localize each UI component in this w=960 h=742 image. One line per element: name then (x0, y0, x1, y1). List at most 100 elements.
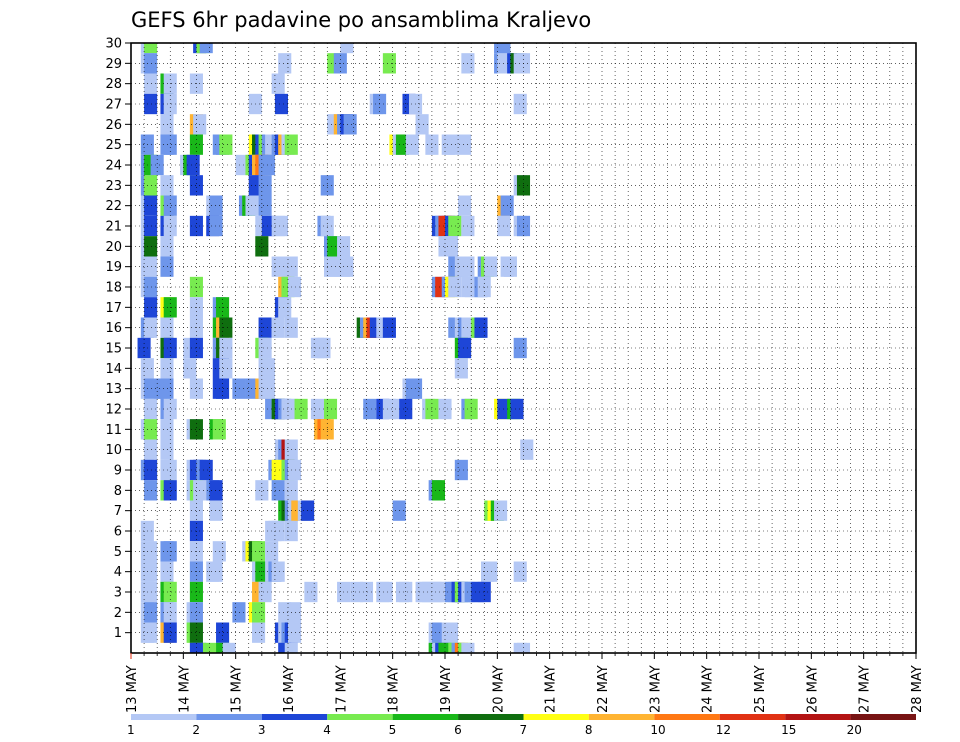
colorbar-swatch (392, 714, 459, 720)
heatmap-cell (189, 175, 203, 196)
heatmap-cell (219, 337, 233, 359)
heatmap-cell (461, 642, 475, 653)
heatmap-cell (144, 53, 158, 74)
heatmap-cell (261, 154, 275, 176)
heatmap-cell (288, 459, 302, 481)
heatmap-cell (474, 317, 488, 338)
colorbar-label: 15 (781, 723, 796, 737)
y-tick-label: 27 (105, 98, 122, 113)
colorbar-swatch (458, 714, 524, 720)
y-tick-label: 12 (105, 403, 122, 418)
heatmap-cell (497, 43, 511, 54)
colorbar-label: 4 (323, 723, 331, 737)
y-tick-label: 13 (105, 382, 122, 397)
colorbar-swatch (588, 714, 655, 720)
heatmap-cell (216, 622, 230, 643)
heatmap-cell (255, 236, 269, 257)
colorbar-label: 12 (716, 723, 731, 737)
colorbar-label: 8 (585, 723, 593, 737)
y-tick-label: 29 (105, 57, 122, 72)
x-tick-label: 24 MAY (701, 665, 716, 713)
x-tick-label: 13 MAY (125, 665, 140, 713)
heatmap-cell (160, 561, 174, 582)
heatmap-cell (458, 337, 472, 359)
heatmap-cell (163, 398, 177, 420)
y-tick-label: 19 (105, 260, 122, 275)
x-tick-label: 22 MAY (596, 665, 611, 713)
heatmap-cell (144, 256, 158, 277)
heatmap-cell (510, 398, 524, 420)
heatmap-cell (304, 581, 318, 603)
colorbar-label: 1 (127, 723, 135, 737)
heatmap-cell (144, 581, 158, 603)
heatmap-cell (448, 276, 462, 298)
heatmap-cell (144, 317, 158, 338)
heatmap-cell (284, 642, 298, 653)
y-tick-label: 25 (105, 138, 122, 153)
x-tick-label: 21 MAY (544, 665, 559, 713)
heatmap-cell (219, 317, 233, 338)
heatmap-cell (382, 317, 396, 338)
heatmap-cell (399, 398, 413, 420)
x-tick-label: 25 MAY (753, 665, 768, 713)
heatmap-cell (520, 439, 534, 460)
heatmap-cell (258, 581, 272, 603)
heatmap-cell (271, 317, 285, 338)
heatmap-cell (454, 459, 468, 481)
colorbar-label: 10 (650, 723, 665, 737)
heatmap-cell (144, 459, 158, 481)
chart-title: GEFS 6hr padavine po ansamblima Kraljevo (131, 8, 591, 32)
y-tick-label: 11 (105, 423, 122, 438)
heatmap-cell (144, 419, 158, 440)
colorbar-swatch (327, 714, 393, 720)
heatmap-cell (431, 480, 445, 501)
y-tick-label: 23 (105, 179, 122, 194)
heatmap-cell (271, 561, 285, 582)
x-tick-label: 28 MAY (910, 665, 925, 713)
heatmap-cell (340, 43, 354, 54)
heatmap-cell (219, 134, 233, 155)
colorbar-swatch (131, 714, 197, 720)
heatmap-cell (144, 195, 158, 216)
heatmap-cell (189, 602, 203, 623)
y-tick-label: 15 (105, 342, 122, 357)
heatmap-cell (513, 561, 527, 582)
heatmap-cell (261, 358, 275, 379)
heatmap-cell (189, 419, 203, 440)
heatmap-cell (258, 337, 272, 359)
heatmap-cell (144, 541, 158, 562)
x-axis: 13 MAY 14 MAY 15 MAY 16 MAY 17 MAY 18 MAY 19 M… (125, 653, 925, 713)
heatmap-cell (186, 154, 200, 176)
heatmap-cell (160, 419, 174, 440)
y-tick-label: 9 (114, 464, 122, 479)
heatmap-cell (144, 236, 158, 257)
heatmap-cell (252, 541, 266, 562)
heatmap-cell (144, 622, 158, 643)
colorbar-label: 5 (389, 723, 397, 737)
y-tick-label: 17 (105, 301, 122, 316)
colorbar-label: 20 (847, 723, 862, 737)
heatmap-cell (209, 561, 223, 582)
y-tick-label: 3 (114, 586, 122, 601)
heatmap-cell (278, 53, 292, 74)
heatmap-cell (258, 175, 272, 196)
y-tick-label: 20 (105, 240, 122, 255)
y-tick-label: 24 (105, 159, 122, 174)
y-tick-label: 6 (114, 525, 122, 540)
heatmap-cell (216, 378, 230, 399)
heatmap-cell (144, 276, 158, 298)
y-tick-label: 14 (105, 362, 122, 377)
heatmap-cell (294, 398, 308, 420)
x-tick-label: 15 MAY (230, 665, 245, 713)
y-tick-label: 7 (114, 504, 122, 519)
heatmap-cell (160, 439, 174, 460)
heatmap-cell (160, 317, 174, 338)
y-tick-label: 18 (105, 281, 122, 296)
heatmap-cell (163, 480, 177, 501)
heatmap-cell (193, 642, 207, 653)
heatmap-cell (144, 297, 158, 318)
heatmap-cell (163, 134, 177, 155)
heatmap-cell (258, 195, 272, 216)
heatmap-cell (288, 276, 302, 298)
y-tick-label: 21 (105, 220, 122, 235)
